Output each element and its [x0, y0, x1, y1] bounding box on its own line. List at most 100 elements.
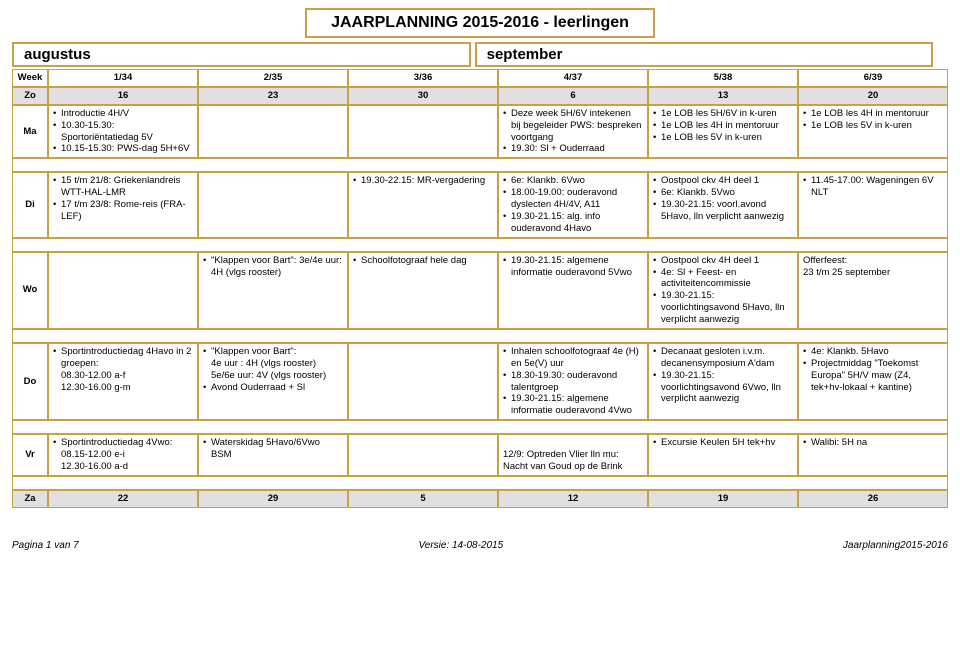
- ma-c2: [198, 105, 348, 159]
- zo-d5: 13: [648, 87, 798, 105]
- wo-c5: Oostpool ckv 4H deel 14e: Sl + Feest- en…: [648, 252, 798, 329]
- do-label: Do: [12, 343, 48, 420]
- do-c4: Inhalen schoolfotograaf 4e (H) en 5e(V) …: [498, 343, 648, 420]
- month-august: augustus: [12, 42, 471, 67]
- list-item: 19.30-21.15: algemene informatie ouderav…: [503, 393, 643, 417]
- za-d1: 22: [48, 490, 198, 508]
- wk-6: 6/39: [798, 69, 948, 87]
- list-item: 19.30-22.15: MR-vergadering: [353, 175, 493, 187]
- wk-5: 5/38: [648, 69, 798, 87]
- list-item: Sportintroductiedag 4Havo in 2 groepen: …: [53, 346, 193, 394]
- do-c5: Decanaat gesloten i.v.m. decanensymposiu…: [648, 343, 798, 420]
- di-c2: [198, 172, 348, 237]
- month-row: augustus september: [12, 42, 948, 67]
- footer: Pagina 1 van 7 Versie: 14-08-2015 Jaarpl…: [12, 540, 948, 551]
- wo-row: Wo "Klappen voor Bart": 3e/4e uur: 4H (v…: [12, 252, 948, 329]
- di-row: Di 15 t/m 21/8: Griekenlandreis WTT-HAL-…: [12, 172, 948, 237]
- list-item: "Klappen voor Bart": 4e uur : 4H (vlgs r…: [203, 346, 343, 382]
- vr-c2: Waterskidag 5Havo/6Vwo BSM: [198, 434, 348, 476]
- di-c4: 6e: Klankb. 6Vwo18.00-19.00: ouderavond …: [498, 172, 648, 237]
- list-item: 17 t/m 23/8: Rome-reis (FRA-LEF): [53, 199, 193, 223]
- week-label: Week: [12, 69, 48, 87]
- footer-mid: Versie: 14-08-2015: [418, 540, 503, 551]
- wo-c4: 19.30-21.15: algemene informatie ouderav…: [498, 252, 648, 329]
- do-c1: Sportintroductiedag 4Havo in 2 groepen: …: [48, 343, 198, 420]
- zo-row-top: Zo 16 23 30 6 13 20: [12, 87, 948, 105]
- di-label: Di: [12, 172, 48, 237]
- list-item: Decanaat gesloten i.v.m. decanensymposiu…: [653, 346, 793, 370]
- list-item: 1e LOB les 5H/6V in k-uren: [653, 108, 793, 120]
- list-item: 18.30-19.30: ouderavond talentgroep: [503, 370, 643, 394]
- wo-c1: [48, 252, 198, 329]
- list-item: Deze week 5H/6V intekenen bij begeleider…: [503, 108, 643, 144]
- vr-label: Vr: [12, 434, 48, 476]
- list-item: Waterskidag 5Havo/6Vwo BSM: [203, 437, 343, 461]
- list-item: 1e LOB les 5V in k-uren: [653, 132, 793, 144]
- list-item: 1e LOB les 4H in mentoruur: [653, 120, 793, 132]
- list-item: Oostpool ckv 4H deel 1: [653, 175, 793, 187]
- za-d4: 12: [498, 490, 648, 508]
- vr-c6: Walibi: 5H na: [798, 434, 948, 476]
- planning-table: Week 1/34 2/35 3/36 4/37 5/38 6/39 Zo 16…: [12, 69, 948, 508]
- footer-left: Pagina 1 van 7: [12, 540, 79, 551]
- wo-c2: "Klappen voor Bart": 3e/4e uur: 4H (vlgs…: [198, 252, 348, 329]
- list-item: 10.15-15.30: PWS-dag 5H+6V: [53, 143, 193, 155]
- za-d5: 19: [648, 490, 798, 508]
- month-september: september: [475, 42, 934, 67]
- list-item: Inhalen schoolfotograaf 4e (H) en 5e(V) …: [503, 346, 643, 370]
- list-item: 18.00-19.00: ouderavond dyslecten 4H/4V,…: [503, 187, 643, 211]
- footer-right: Jaarplanning2015-2016: [843, 540, 948, 551]
- list-item: Introductie 4H/V: [53, 108, 193, 120]
- vr-c1: Sportintroductiedag 4Vwo: 08.15-12.00 e-…: [48, 434, 198, 476]
- vr-c4: 12/9: Optreden Vlier lln mu: Nacht van G…: [498, 434, 648, 476]
- ma-label: Ma: [12, 105, 48, 159]
- list-item: 11.45-17.00: Wageningen 6V NLT: [803, 175, 943, 199]
- za-label: Za: [12, 490, 48, 508]
- wk-1: 1/34: [48, 69, 198, 87]
- vr-c3: [348, 434, 498, 476]
- za-d6: 26: [798, 490, 948, 508]
- do-c2: "Klappen voor Bart": 4e uur : 4H (vlgs r…: [198, 343, 348, 420]
- list-item: 4e: Sl + Feest- en activiteitencommissie: [653, 267, 793, 291]
- wo-c6: Offerfeest: 23 t/m 25 september: [798, 252, 948, 329]
- list-item: Sportintroductiedag 4Vwo: 08.15-12.00 e-…: [53, 437, 193, 473]
- za-d2: 29: [198, 490, 348, 508]
- list-item: Projectmiddag "Toekomst Europa" 5H/V maw…: [803, 358, 943, 394]
- list-item: Avond Ouderraad + Sl: [203, 382, 343, 394]
- vr-c5: Excursie Keulen 5H tek+hv: [648, 434, 798, 476]
- wo-c3: Schoolfotograaf hele dag: [348, 252, 498, 329]
- list-item: 1e LOB les 5V in k-uren: [803, 120, 943, 132]
- list-item: 6e: Klankb. 5Vwo: [653, 187, 793, 199]
- page-title: JAARPLANNING 2015-2016 - leerlingen: [305, 8, 655, 38]
- list-item: Schoolfotograaf hele dag: [353, 255, 493, 267]
- list-item: 19.30: Sl + Ouderraad: [503, 143, 643, 155]
- list-item: 19.30-21.15: voorl.avond 5Havo, lln verp…: [653, 199, 793, 223]
- wo-label: Wo: [12, 252, 48, 329]
- di-c1: 15 t/m 21/8: Griekenlandreis WTT-HAL-LMR…: [48, 172, 198, 237]
- list-item: Oostpool ckv 4H deel 1: [653, 255, 793, 267]
- list-item: 19.30-21.15: alg. info ouderavond 4Havo: [503, 211, 643, 235]
- list-item: 19.30-21.15: voorlichtingsavond 6Vwo, ll…: [653, 370, 793, 406]
- list-item: 6e: Klankb. 6Vwo: [503, 175, 643, 187]
- list-item: 19.30-21.15: voorlichtingsavond 5Havo, l…: [653, 290, 793, 326]
- za-row: Za 22 29 5 12 19 26: [12, 490, 948, 508]
- zo-d4: 6: [498, 87, 648, 105]
- list-item: 1e LOB les 4H in mentoruur: [803, 108, 943, 120]
- ma-row: Ma Introductie 4H/V10.30-15.30: Sportori…: [12, 105, 948, 159]
- zo-d1: 16: [48, 87, 198, 105]
- zo-d2: 23: [198, 87, 348, 105]
- wk-2: 2/35: [198, 69, 348, 87]
- zo-label: Zo: [12, 87, 48, 105]
- za-d3: 5: [348, 490, 498, 508]
- list-item: 19.30-21.15: algemene informatie ouderav…: [503, 255, 643, 279]
- ma-c4: Deze week 5H/6V intekenen bij begeleider…: [498, 105, 648, 159]
- vr-row: Vr Sportintroductiedag 4Vwo: 08.15-12.00…: [12, 434, 948, 476]
- ma-c3: [348, 105, 498, 159]
- do-c6: 4e: Klankb. 5HavoProjectmiddag "Toekomst…: [798, 343, 948, 420]
- do-row: Do Sportintroductiedag 4Havo in 2 groepe…: [12, 343, 948, 420]
- zo-d6: 20: [798, 87, 948, 105]
- ma-c1: Introductie 4H/V10.30-15.30: Sportoriënt…: [48, 105, 198, 159]
- list-item: 4e: Klankb. 5Havo: [803, 346, 943, 358]
- list-item: Excursie Keulen 5H tek+hv: [653, 437, 793, 449]
- ma-c5: 1e LOB les 5H/6V in k-uren1e LOB les 4H …: [648, 105, 798, 159]
